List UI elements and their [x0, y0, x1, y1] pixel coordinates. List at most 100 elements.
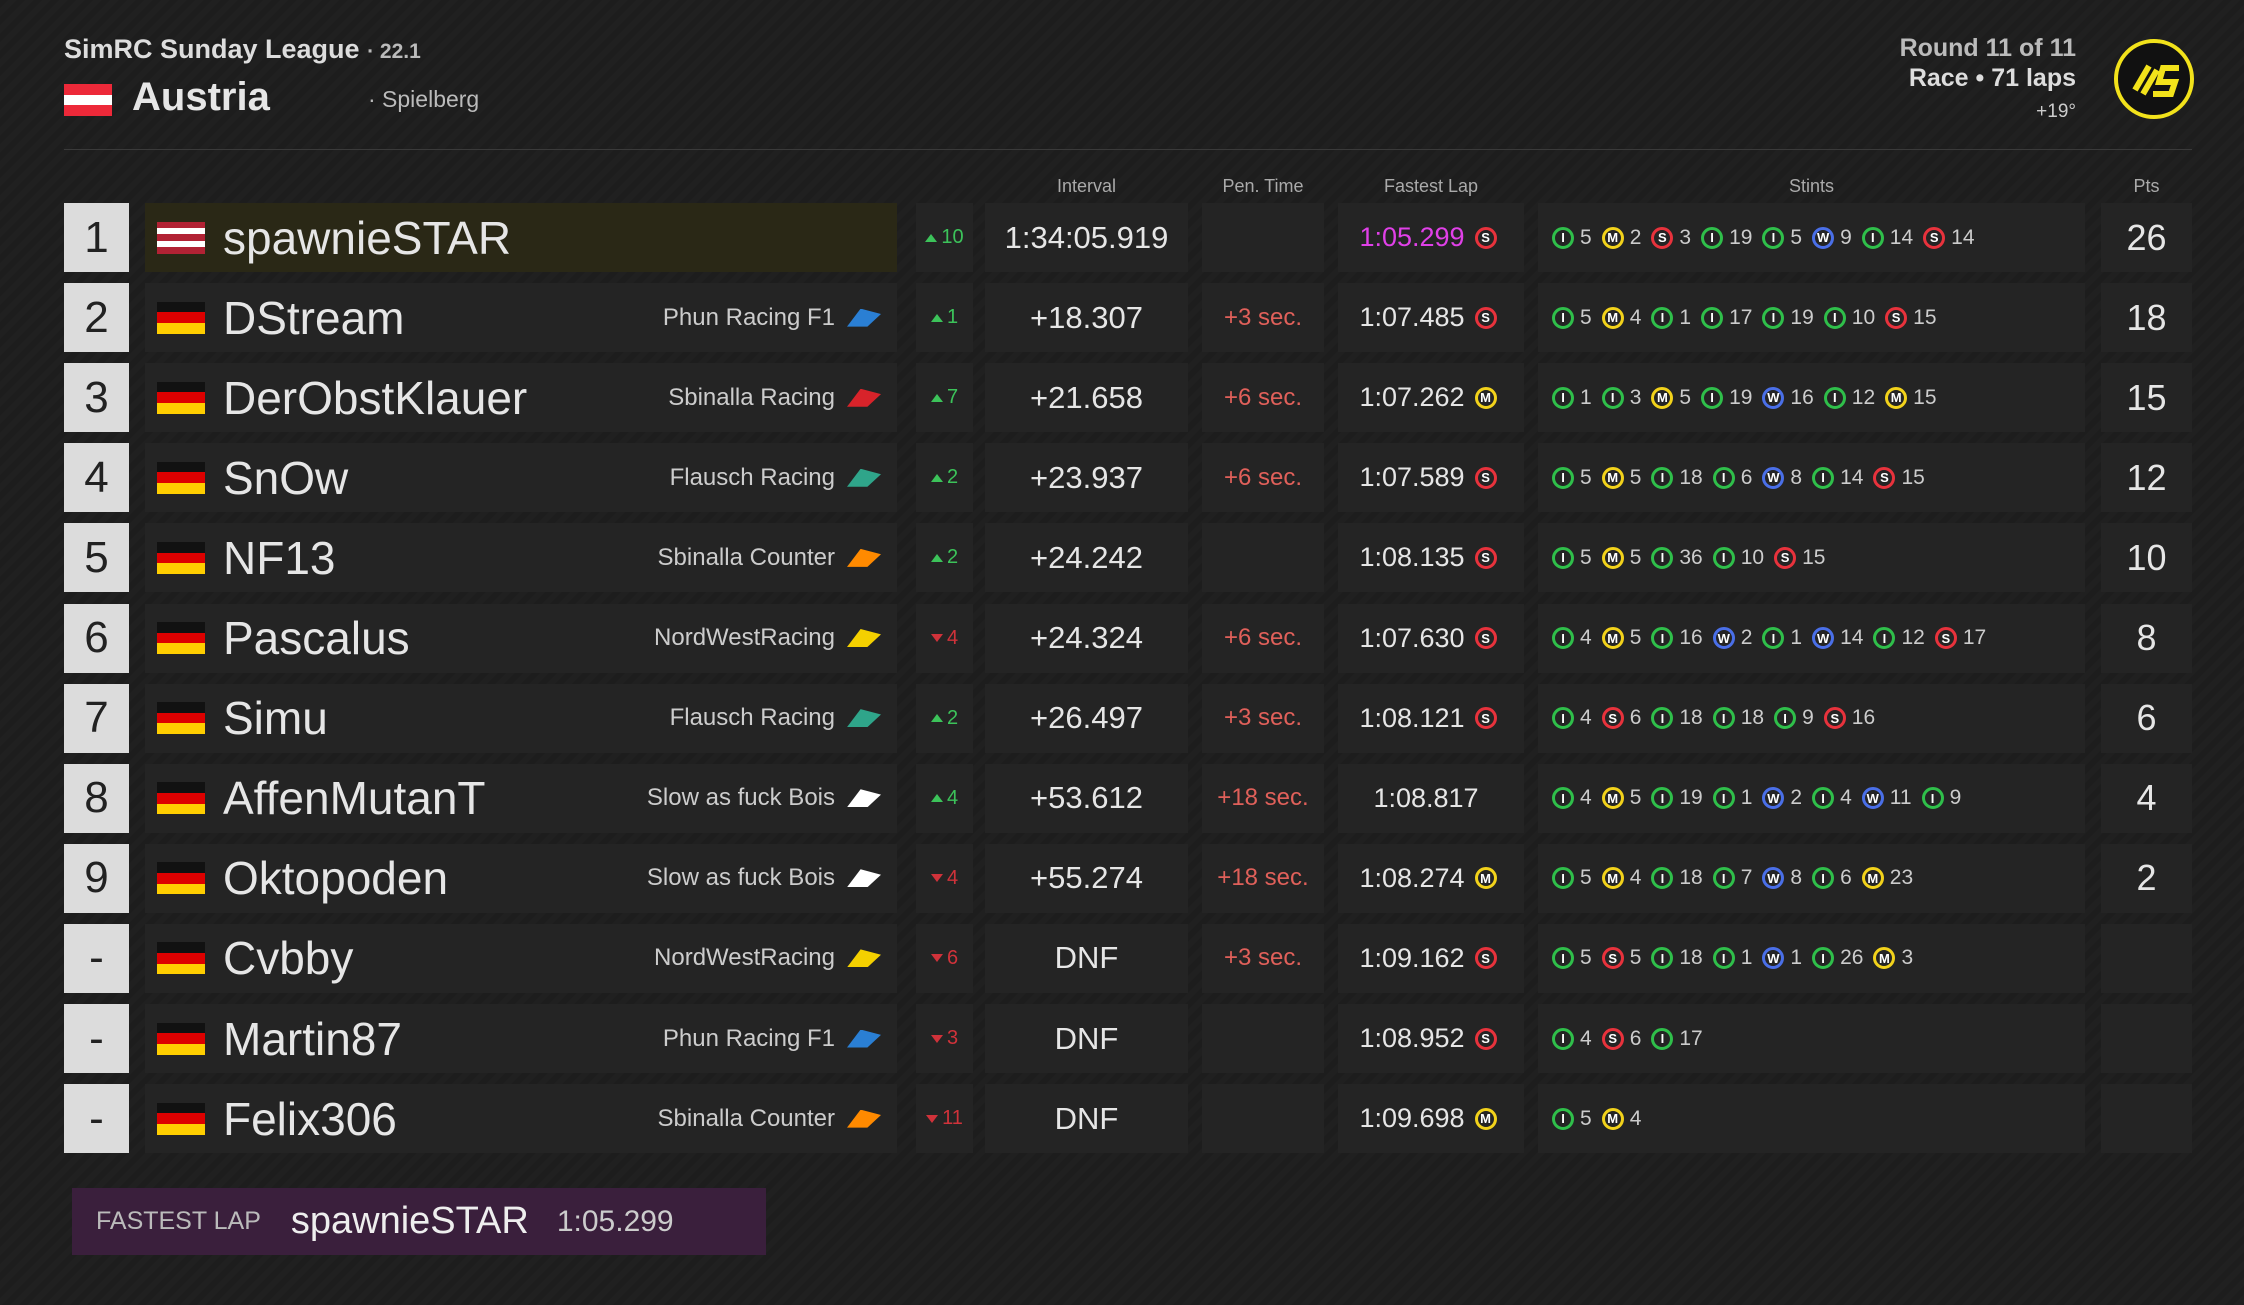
stint-laps: 3 [1629, 385, 1642, 409]
stint-laps: 19 [1729, 225, 1753, 249]
team-logo [847, 949, 881, 968]
team: Phun Racing F1 [662, 303, 835, 331]
driver-cell: Martin87 Phun Racing F1 [145, 1004, 897, 1073]
stint-laps: 15 [1901, 465, 1925, 489]
fastest-lap: 1:05.299 [1359, 222, 1465, 252]
team: Flausch Racing [669, 463, 835, 491]
stint-laps: 7 [1740, 866, 1753, 890]
flag [157, 1102, 205, 1135]
team: Sbinalla Racing [668, 383, 835, 411]
tyre: I [1552, 867, 1574, 890]
tyre: M [1601, 546, 1624, 569]
tyre: W [1762, 386, 1785, 409]
change: 6 [946, 946, 959, 969]
stint: I 19 [1651, 786, 1703, 810]
points: 6 [2136, 697, 2157, 739]
tyre: I [1552, 1027, 1574, 1050]
stint-laps: 2 [1629, 225, 1642, 249]
race: Race • 71 laps [1908, 64, 2076, 92]
interval-cell: DNF [985, 1004, 1188, 1073]
interval: +55.274 [1030, 860, 1143, 896]
position-text: 1 [84, 212, 109, 262]
flag-stripe [157, 1113, 205, 1124]
stint: I 19 [1701, 226, 1752, 250]
fastest-cell: 1:09.162 S [1338, 923, 1524, 993]
fastest-lap: 1:08.952 [1359, 1023, 1465, 1053]
change: 4 [946, 786, 959, 809]
position-text: 5 [84, 532, 109, 582]
stint-laps: 16 [1679, 626, 1703, 649]
stints-cell: I 1 I 3 M 5 I 19 W 16 I 12 M 15 [1538, 363, 2085, 433]
stint-laps: 19 [1679, 786, 1703, 810]
tyre: I [1552, 947, 1574, 970]
tyre: I [1552, 306, 1574, 329]
stints-cell: I 4 M 5 I 19 I 1 W 2 I 4 W 11 I 9 [1538, 763, 2085, 833]
tyre: S [1651, 226, 1674, 249]
team-logo [847, 869, 881, 888]
penalty-cell [1202, 523, 1324, 593]
flag-stripe [157, 403, 205, 414]
driver-cell: Oktopoden Slow as fuck Bois [145, 843, 897, 913]
penalty: +6 sec. [1223, 463, 1303, 491]
flag-stripe [157, 381, 205, 393]
tyre: I [1762, 627, 1785, 649]
stint-laps: 6 [1740, 465, 1753, 489]
change: 3 [946, 1027, 959, 1049]
tyre: I [1712, 947, 1735, 970]
stint: I 17 [1701, 306, 1752, 330]
location: · Spielberg [368, 86, 480, 112]
tyre: I [1921, 787, 1944, 810]
fastest-cell: 1:07.630 S [1338, 603, 1524, 673]
change-cell: 4 [916, 763, 973, 833]
driver: AffenMutanT [223, 772, 486, 825]
stint-laps: 5 [1629, 626, 1642, 649]
stint: I 18 [1712, 706, 1764, 730]
team-logo [847, 629, 881, 647]
flag-stripe [64, 84, 112, 95]
interval: +23.937 [1030, 459, 1143, 495]
flag-stripe [157, 247, 205, 254]
change-arrow [925, 233, 938, 242]
penalty-cell: +6 sec. [1202, 443, 1324, 513]
stint-laps: 5 [1580, 1106, 1592, 1130]
penalty-cell [1202, 203, 1324, 272]
penalty-cell: +6 sec. [1202, 603, 1324, 673]
stint: I 18 [1651, 466, 1703, 490]
tyre: I [1712, 707, 1735, 730]
stint-laps: 26 [1840, 946, 1864, 970]
stint-laps: 5 [1580, 866, 1592, 890]
fastest-lap-box: FASTEST LAP spawnieSTAR 1:05.299 [72, 1188, 766, 1255]
stint-laps: 1 [1580, 385, 1592, 409]
tyre: W [1812, 627, 1835, 649]
fastest-lap: 1:07.589 [1359, 462, 1465, 493]
tyre: M [1474, 867, 1497, 890]
stint: S 16 [1823, 706, 1875, 730]
points: 2 [2136, 857, 2157, 899]
tyre: M [1474, 1107, 1497, 1130]
penalty-cell: +6 sec. [1202, 363, 1324, 433]
stint-laps: 6 [1629, 1026, 1642, 1050]
tyre: W [1861, 787, 1884, 810]
change: 4 [946, 626, 959, 649]
tyre: S [1601, 1027, 1624, 1050]
tyre: I [1552, 386, 1574, 409]
tyre: S [1873, 466, 1896, 489]
tyre: I [1552, 226, 1574, 249]
position: 8 [64, 763, 129, 833]
flag [157, 942, 205, 975]
tyre: M [1601, 867, 1624, 890]
interval: +24.324 [1030, 620, 1143, 655]
flag-stripe [157, 301, 205, 313]
stint-laps: 16 [1790, 385, 1814, 409]
position: 3 [64, 363, 129, 433]
change: 11 [942, 1107, 963, 1130]
